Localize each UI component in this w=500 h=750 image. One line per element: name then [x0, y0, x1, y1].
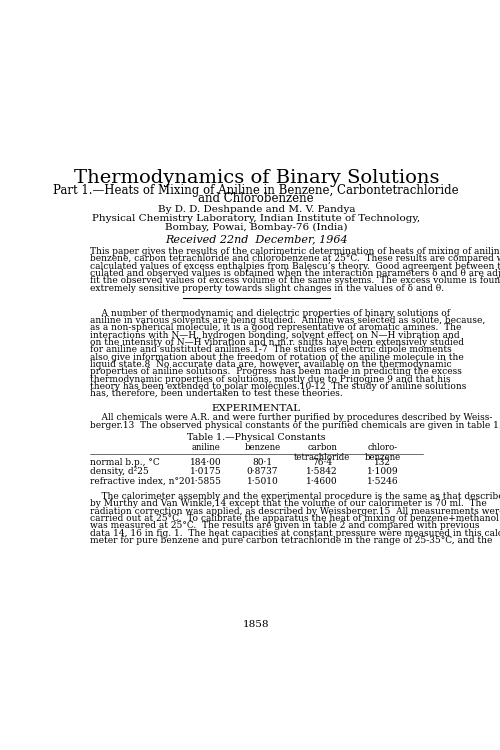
Text: culated and observed values is obtained when the interaction parameters δ and θ : culated and observed values is obtained … [90, 269, 500, 278]
Text: 1858: 1858 [243, 620, 270, 628]
Text: normal b.p., °C: normal b.p., °C [90, 458, 160, 467]
Text: berger.13  The observed physical constants of the purified chemicals are given i: berger.13 The observed physical constant… [90, 421, 500, 430]
Text: 1·5855: 1·5855 [190, 476, 222, 485]
Text: has, therefore, been undertaken to test these theories.: has, therefore, been undertaken to test … [90, 389, 342, 398]
Text: data 14, 16 in fig. 1.  The heat capacities at constant pressure were measured i: data 14, 16 in fig. 1. The heat capaciti… [90, 529, 500, 538]
Text: properties of aniline solutions.  Progress has been made in predicting the exces: properties of aniline solutions. Progres… [90, 368, 462, 376]
Text: 132: 132 [374, 458, 391, 467]
Text: radiation correction was applied, as described by Weissberger.15  All measuremen: radiation correction was applied, as des… [90, 506, 500, 515]
Text: Thermodynamics of Binary Solutions: Thermodynamics of Binary Solutions [74, 169, 439, 187]
Text: as a non-spherical molecule, it is a good representative of aromatic amines.  Th: as a non-spherical molecule, it is a goo… [90, 323, 461, 332]
Text: on the intensity of N—H vibration and n.m.r. shifts have been extensively studie: on the intensity of N—H vibration and n.… [90, 338, 464, 347]
Text: 1·5842: 1·5842 [306, 467, 338, 476]
Text: refractive index, n°20: refractive index, n°20 [90, 476, 190, 485]
Text: benzene: benzene [244, 442, 280, 452]
Text: extremely sensitive property towards slight changes in the values of δ and θ.: extremely sensitive property towards sli… [90, 284, 444, 292]
Text: A number of thermodynamic and dielectric properties of binary solutions of: A number of thermodynamic and dielectric… [90, 309, 450, 318]
Text: Bombay, Powai, Bombay-76 (India): Bombay, Powai, Bombay-76 (India) [165, 223, 348, 232]
Text: also give information about the freedom of rotation of the aniline molecule in t: also give information about the freedom … [90, 352, 464, 362]
Text: By D. D. Deshpande and M. V. Pandya: By D. D. Deshpande and M. V. Pandya [158, 206, 355, 214]
Text: This paper gives the results of the calorimetric determination of heats of mixin: This paper gives the results of the calo… [90, 247, 500, 256]
Text: EXPERIMENTAL: EXPERIMENTAL [212, 404, 301, 413]
Text: interactions with N—H, hydrogen bonding, solvent effect on N—H vibration and: interactions with N—H, hydrogen bonding,… [90, 331, 459, 340]
Text: Received 22nd  December, 1964: Received 22nd December, 1964 [165, 234, 348, 244]
Text: by Murthy and Van Winkle,14 except that the volume of our calorimeter is 70 ml. : by Murthy and Van Winkle,14 except that … [90, 500, 486, 508]
Text: benzene, carbon tetrachloride and chlorobenzene at 25°C.  These results are comp: benzene, carbon tetrachloride and chloro… [90, 254, 500, 263]
Text: 1·5010: 1·5010 [246, 476, 278, 485]
Text: meter for pure benzene and pure carbon tetrachloride in the range of 25-35°C, an: meter for pure benzene and pure carbon t… [90, 536, 492, 544]
Text: 80·1: 80·1 [252, 458, 272, 467]
Text: for aniline and substituted anilines.1-7  The studies of electric dipole moments: for aniline and substituted anilines.1-7… [90, 345, 452, 354]
Text: theory has been extended to polar molecules.10-12  The study of aniline solution: theory has been extended to polar molecu… [90, 382, 466, 391]
Text: and Chlorobenzene: and Chlorobenzene [198, 193, 314, 206]
Text: carried out at 25°C.  To calibrate the apparatus the heat of mixing of benzene+m: carried out at 25°C. To calibrate the ap… [90, 514, 499, 523]
Text: aniline: aniline [192, 442, 220, 452]
Text: 184·00: 184·00 [190, 458, 222, 467]
Text: Physical Chemistry Laboratory, Indian Institute of Technology,: Physical Chemistry Laboratory, Indian In… [92, 214, 420, 223]
Text: was measured at 25°C.  The results are given in table 2 and compared with previo: was measured at 25°C. The results are gi… [90, 521, 479, 530]
Text: Part 1.—Heats of Mixing of Aniline in Benzene, Carbontetrachloride: Part 1.—Heats of Mixing of Aniline in Be… [54, 184, 459, 197]
Text: density, d²25: density, d²25 [90, 467, 148, 476]
Text: Table 1.—Physical Constants: Table 1.—Physical Constants [187, 433, 326, 442]
Text: 1·0175: 1·0175 [190, 467, 222, 476]
Text: thermodynamic properties of solutions, mostly due to Prigogine 9 and that his: thermodynamic properties of solutions, m… [90, 374, 450, 383]
Text: 1·1009: 1·1009 [367, 467, 398, 476]
Text: calculated values of excess enthalpies from Balescu’s theory.  Good agreement be: calculated values of excess enthalpies f… [90, 262, 500, 271]
Text: liquid state.8  No accurate data are, however, available on the thermodynamic: liquid state.8 No accurate data are, how… [90, 360, 451, 369]
Text: aniline in various solvents are being studied.  Aniline was selected as solute, : aniline in various solvents are being st… [90, 316, 485, 325]
Text: The calorimeter assembly and the experimental procedure is the same as that desc: The calorimeter assembly and the experim… [90, 492, 500, 501]
Text: 1·5246: 1·5246 [367, 476, 398, 485]
Text: chloro-
benzene: chloro- benzene [364, 442, 400, 462]
Text: carbon
tetrachloride: carbon tetrachloride [294, 442, 350, 462]
Text: 1·4600: 1·4600 [306, 476, 338, 485]
Text: All chemicals were A.R. and were further purified by procedures described by Wei: All chemicals were A.R. and were further… [90, 413, 492, 422]
Text: fit the observed values of excess volume of the same systems.  The excess volume: fit the observed values of excess volume… [90, 276, 500, 285]
Text: 0·8737: 0·8737 [246, 467, 278, 476]
Text: 76·4: 76·4 [312, 458, 332, 467]
